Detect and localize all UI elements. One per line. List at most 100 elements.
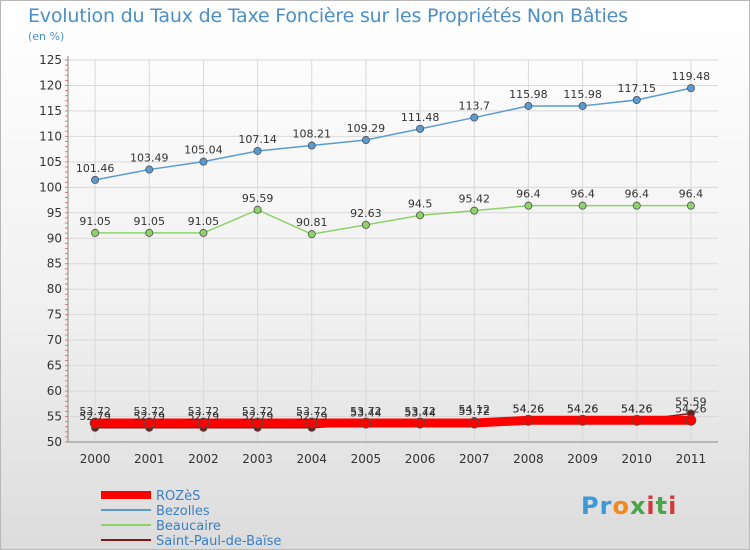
data-point [306, 417, 318, 429]
y-tick-label: 115 [39, 104, 62, 118]
data-label: 53.72 [350, 405, 382, 418]
x-tick-label: 2010 [621, 452, 652, 466]
data-label: 54.26 [675, 402, 707, 415]
data-label: 53.72 [188, 405, 220, 418]
data-point [686, 84, 695, 93]
y-tick-label: 85 [47, 257, 62, 271]
x-tick-label: 2000 [80, 452, 111, 466]
x-tick-label: 2011 [676, 452, 707, 466]
data-point [470, 206, 479, 215]
proxiti-logo: Proxiti [581, 492, 678, 520]
y-tick-label: 55 [47, 410, 62, 424]
y-tick-label: 75 [47, 308, 62, 322]
series-line-1 [94, 87, 692, 181]
data-label: 52.79 [188, 410, 220, 423]
data-label: 94.5 [408, 197, 433, 210]
y-tick-label: 125 [39, 53, 62, 67]
data-label: 54.12 [459, 403, 491, 416]
data-point [253, 205, 262, 214]
data-label: 54.26 [621, 402, 653, 415]
legend-label: ROZèS [156, 489, 200, 504]
y-tick-label: 65 [47, 359, 62, 373]
series-layer [89, 84, 697, 432]
x-tick-label: 2003 [242, 452, 273, 466]
data-label: 91.05 [188, 215, 220, 228]
axes: 50 55 60 65 70 75 80 85 90 95 100 105 110 115 120 125 20… [39, 53, 718, 466]
data-label: 96.4 [625, 188, 650, 201]
data-label: 54.26 [567, 402, 599, 415]
gridlines [68, 59, 718, 443]
data-point [361, 136, 370, 145]
data-point [307, 230, 316, 239]
data-point [253, 146, 262, 155]
x-tick-label: 2001 [134, 452, 165, 466]
chart-title: Evolution du Taux de Taxe Foncière sur l… [28, 5, 628, 27]
data-point [416, 124, 425, 133]
data-label: 53.72 [296, 405, 328, 418]
data-label: 105.04 [184, 144, 223, 157]
data-label: 53.72 [404, 405, 436, 418]
data-point [307, 141, 316, 150]
data-point [416, 211, 425, 220]
data-point [468, 417, 480, 429]
y-tick-label: 110 [39, 129, 62, 143]
data-label: 55.59 [675, 396, 707, 409]
data-point [361, 220, 370, 229]
y-tick-label: 80 [47, 282, 62, 296]
data-label: 115.98 [563, 88, 602, 101]
series-line-0 [95, 415, 691, 428]
data-label: 113.7 [459, 100, 491, 113]
data-label: 108.21 [293, 128, 332, 141]
data-point [470, 113, 479, 122]
data-point [686, 201, 695, 210]
y-tick-label: 100 [39, 180, 62, 194]
data-point [577, 414, 588, 426]
data-point [252, 417, 263, 429]
x-tick-label: 2009 [567, 452, 598, 466]
data-point [632, 95, 641, 104]
data-label: 117.15 [618, 82, 657, 95]
data-point [685, 414, 697, 426]
data-label: 96.4 [570, 188, 595, 201]
data-point [523, 414, 534, 426]
data-label: 53.72 [134, 405, 166, 418]
data-label: 107.14 [238, 133, 277, 146]
data-point [91, 175, 100, 184]
data-point [145, 228, 154, 237]
data-point [632, 201, 641, 210]
series-line-2 [95, 204, 691, 235]
data-label: 101.46 [76, 162, 115, 175]
legend: ROZèSBezollesBeaucaireSaint-Paul-de-Baïs… [101, 489, 281, 549]
legend-label: Saint-Paul-de-Baïse [156, 534, 281, 549]
x-tick-label: 2006 [405, 452, 436, 466]
data-label: 95.59 [242, 192, 274, 205]
data-label: 53.72 [79, 405, 111, 418]
data-label: 53.72 [459, 405, 491, 418]
data-label: 95.42 [459, 193, 491, 206]
data-label: 91.05 [134, 215, 166, 228]
y-tick-label: 90 [47, 231, 62, 245]
data-label: 52.79 [134, 410, 166, 423]
unit-label: (en %) [28, 30, 65, 43]
data-point [199, 228, 208, 237]
data-point [578, 201, 587, 210]
data-labels: 53.72 53.72 53.72 53.72 53.72 53.72 53.72 53.72… [76, 70, 710, 423]
data-point [578, 101, 587, 110]
data-point [524, 201, 533, 210]
data-label: 103.49 [130, 152, 169, 165]
data-label: 115.98 [509, 88, 548, 101]
data-point [198, 417, 209, 429]
data-point [631, 414, 643, 426]
data-label: 96.4 [516, 188, 541, 201]
data-label: 54.26 [513, 402, 545, 415]
data-label: 52.79 [242, 410, 274, 423]
data-label: 52.79 [296, 410, 328, 423]
y-tick-label: 120 [39, 78, 62, 92]
data-label: 90.81 [296, 216, 328, 229]
y-tick-label: 60 [47, 384, 62, 398]
data-label: 96.4 [679, 188, 704, 201]
data-label: 92.63 [350, 207, 382, 220]
data-point [414, 417, 426, 429]
